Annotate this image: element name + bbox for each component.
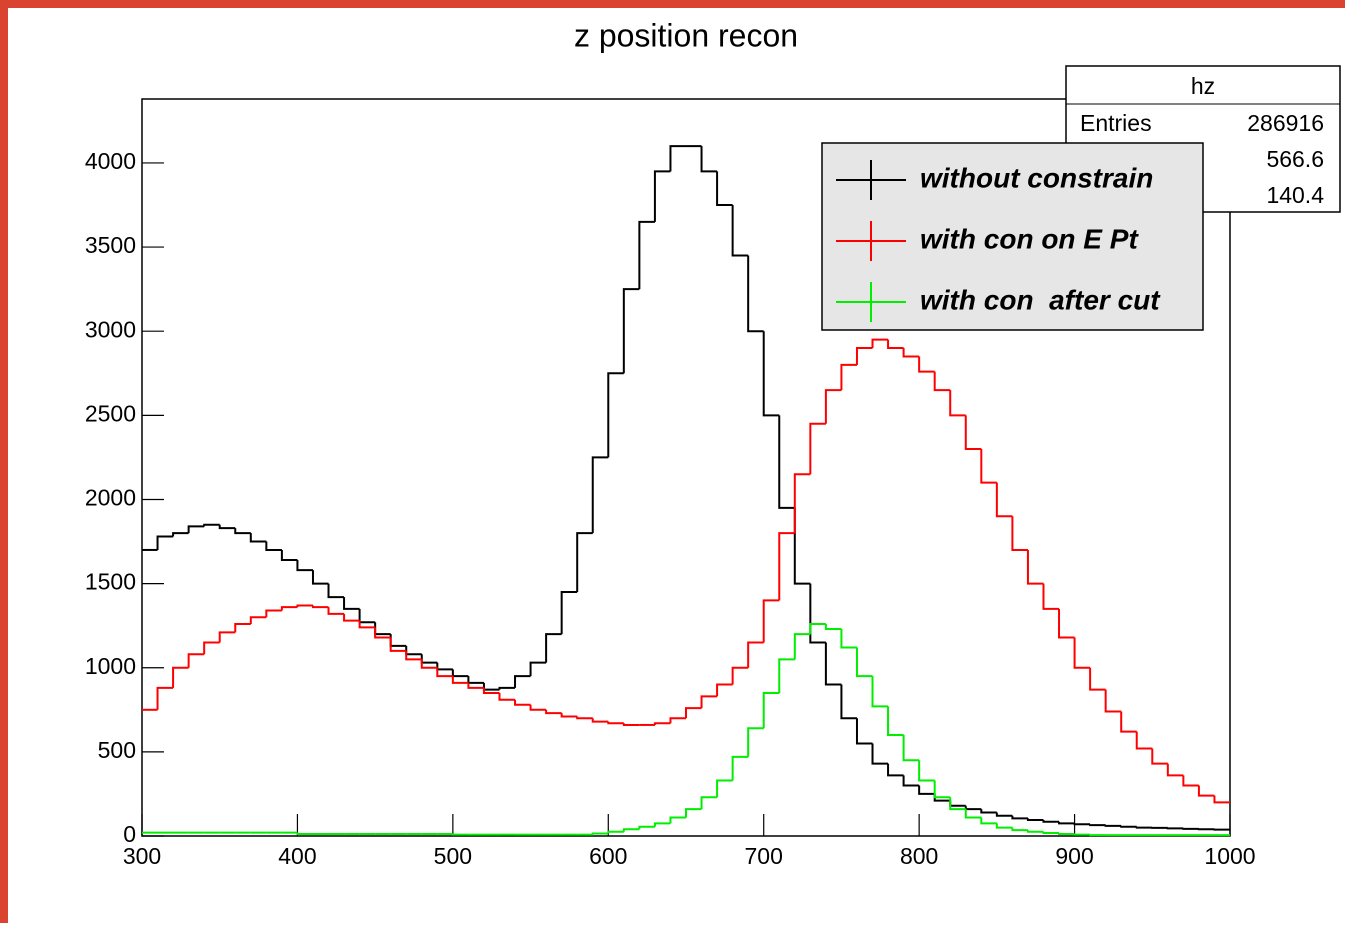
histogram-bin [1059, 833, 1075, 834]
x-tick-label: 700 [745, 843, 783, 869]
stats-value: 566.6 [1266, 146, 1324, 172]
stats-value: 140.4 [1266, 182, 1324, 208]
histogram-bin [1121, 826, 1137, 827]
chart-title: z position recon [574, 17, 798, 53]
y-tick-label: 3000 [85, 316, 136, 342]
histogram-bin [453, 834, 469, 835]
x-tick-label: 500 [434, 843, 472, 869]
x-tick-label: 800 [900, 843, 938, 869]
y-tick-label: 500 [98, 737, 136, 763]
legend-label: without constrain [920, 162, 1153, 193]
histogram-bin [1106, 825, 1122, 826]
x-tick-label: 900 [1055, 843, 1093, 869]
y-tick-label: 1000 [85, 653, 136, 679]
histogram-bin [1090, 824, 1106, 825]
x-tick-label: 1000 [1204, 843, 1255, 869]
histogram-bin [1168, 828, 1184, 829]
histogram-bin [1183, 828, 1199, 829]
y-tick-label: 2500 [85, 400, 136, 426]
histogram-bin [1075, 823, 1091, 824]
x-tick-label: 600 [589, 843, 627, 869]
legend: without constrain with con on E Pt with co… [822, 143, 1203, 330]
histogram-bin [1075, 834, 1091, 835]
histogram-bin [1137, 827, 1153, 828]
stats-value: 286916 [1247, 110, 1324, 136]
stats-label: Entries [1080, 110, 1152, 136]
legend-label: with con on E Pt [920, 223, 1139, 254]
x-tick-label: 400 [278, 843, 316, 869]
frame-top [0, 0, 1345, 8]
legend-label: with con after cut [920, 284, 1161, 315]
stats-title: hz [1191, 73, 1215, 99]
y-tick-label: 2000 [85, 485, 136, 511]
frame-left [0, 0, 8, 923]
y-tick-label: 3500 [85, 232, 136, 258]
y-tick-label: 4000 [85, 148, 136, 174]
y-tick-label: 1500 [85, 569, 136, 595]
x-tick-label: 300 [123, 843, 161, 869]
histogram-bin [1090, 835, 1106, 836]
